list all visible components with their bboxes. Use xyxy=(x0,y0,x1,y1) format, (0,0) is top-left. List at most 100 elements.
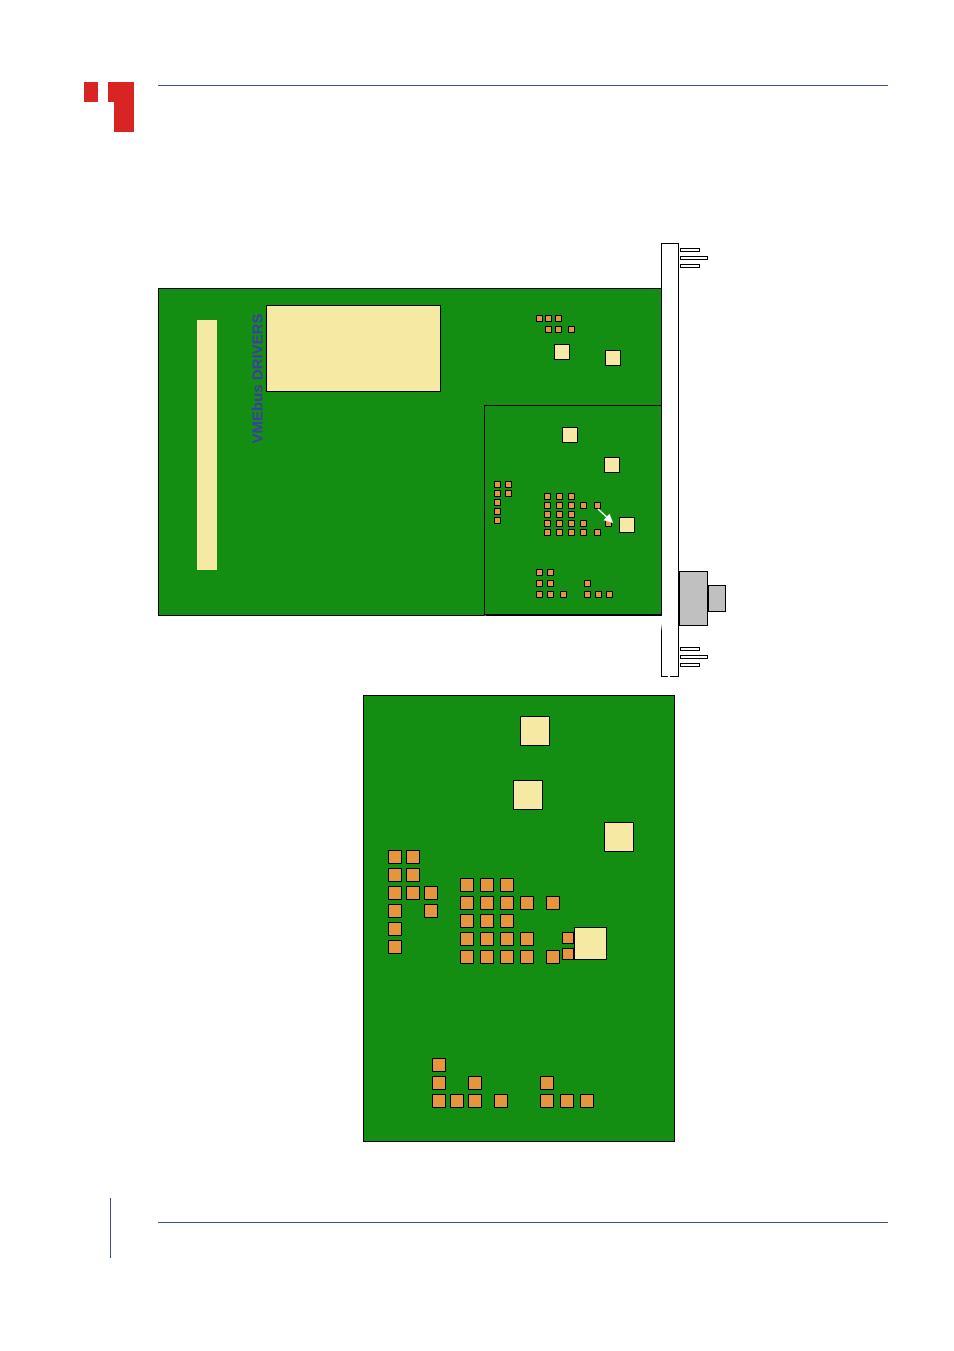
logo-icon xyxy=(84,82,134,132)
orange-pad xyxy=(388,850,402,864)
orange-pad xyxy=(540,1094,554,1108)
orange-pad xyxy=(388,868,402,882)
orange-pad xyxy=(460,950,474,964)
orange-pad xyxy=(388,922,402,936)
orange-pad xyxy=(560,591,567,598)
orange-pad xyxy=(520,932,534,946)
component-block xyxy=(266,305,441,392)
orange-pad xyxy=(544,520,551,527)
orange-pad xyxy=(544,502,551,509)
drivers-bar xyxy=(197,320,217,570)
orange-pad xyxy=(460,896,474,910)
screw-top-a xyxy=(680,248,700,252)
orange-pad xyxy=(568,326,575,333)
enlarged-pcb-board xyxy=(363,695,675,1142)
yellow-pad xyxy=(604,457,620,473)
orange-pad xyxy=(500,914,514,928)
orange-pad xyxy=(500,932,514,946)
orange-pad xyxy=(584,591,591,598)
orange-pad xyxy=(520,896,534,910)
orange-pad xyxy=(536,580,543,587)
orange-pad xyxy=(494,1094,508,1108)
orange-pad xyxy=(556,511,563,518)
orange-pad xyxy=(540,1076,554,1090)
orange-pad xyxy=(406,886,420,900)
orange-pad xyxy=(500,896,514,910)
orange-pad xyxy=(494,517,501,524)
orange-pad xyxy=(595,591,602,598)
orange-pad xyxy=(494,499,501,506)
orange-pad xyxy=(432,1058,446,1072)
orange-pad xyxy=(424,904,438,918)
front-panel xyxy=(661,243,679,677)
orange-pad xyxy=(406,850,420,864)
orange-pad xyxy=(568,511,575,518)
orange-pad xyxy=(547,569,554,576)
orange-pad xyxy=(536,569,543,576)
orange-pad xyxy=(556,493,563,500)
orange-pad xyxy=(468,1076,482,1090)
orange-pad xyxy=(547,580,554,587)
connector-plug xyxy=(708,585,726,612)
orange-pad xyxy=(480,914,494,928)
orange-pad xyxy=(480,950,494,964)
yellow-pad xyxy=(574,927,607,960)
yellow-pad xyxy=(604,822,634,852)
orange-pad xyxy=(388,940,402,954)
orange-pad xyxy=(556,520,563,527)
connector-body xyxy=(679,571,708,626)
orange-pad xyxy=(556,529,563,536)
yellow-pad xyxy=(513,780,543,810)
orange-pad xyxy=(594,502,601,509)
orange-pad xyxy=(406,868,420,882)
orange-pad xyxy=(584,580,591,587)
yellow-pad xyxy=(554,344,570,360)
orange-pad xyxy=(424,886,438,900)
orange-pad xyxy=(556,502,563,509)
orange-pad xyxy=(562,948,574,960)
orange-pad xyxy=(536,591,543,598)
orange-pad xyxy=(432,1076,446,1090)
screw-bot-c xyxy=(680,663,700,667)
yellow-pad xyxy=(619,517,635,533)
bottom-rule xyxy=(158,1222,888,1223)
yellow-pad xyxy=(562,427,578,443)
zoom-lines xyxy=(0,0,954,1351)
orange-pad xyxy=(605,520,612,527)
orange-pad xyxy=(562,932,574,944)
orange-pad xyxy=(555,326,562,333)
top-rule xyxy=(158,85,888,86)
orange-pad xyxy=(500,950,514,964)
screw-bot-a xyxy=(680,647,700,651)
orange-pad xyxy=(606,591,613,598)
orange-pad xyxy=(460,878,474,892)
orange-pad xyxy=(544,493,551,500)
orange-pad xyxy=(520,950,534,964)
orange-pad xyxy=(555,315,562,322)
orange-pad xyxy=(580,520,587,527)
orange-pad xyxy=(594,529,601,536)
orange-pad xyxy=(432,1094,446,1108)
orange-pad xyxy=(544,511,551,518)
orange-pad xyxy=(580,1094,594,1108)
orange-pad xyxy=(494,481,501,488)
drivers-label: VMEbus DRIVERS xyxy=(250,289,267,469)
orange-pad xyxy=(568,529,575,536)
orange-pad xyxy=(568,493,575,500)
orange-pad xyxy=(500,878,514,892)
orange-pad xyxy=(560,1094,574,1108)
orange-pad xyxy=(536,315,543,322)
orange-pad xyxy=(460,914,474,928)
orange-pad xyxy=(568,520,575,527)
screw-bot-b xyxy=(680,655,708,659)
orange-pad xyxy=(494,508,501,515)
orange-pad xyxy=(480,878,494,892)
orange-pad xyxy=(388,904,402,918)
orange-pad xyxy=(450,1094,464,1108)
orange-pad xyxy=(460,932,474,946)
screw-top-b xyxy=(680,256,708,260)
orange-pad xyxy=(494,490,501,497)
orange-pad xyxy=(546,950,560,964)
orange-pad xyxy=(580,529,587,536)
orange-pad xyxy=(568,502,575,509)
